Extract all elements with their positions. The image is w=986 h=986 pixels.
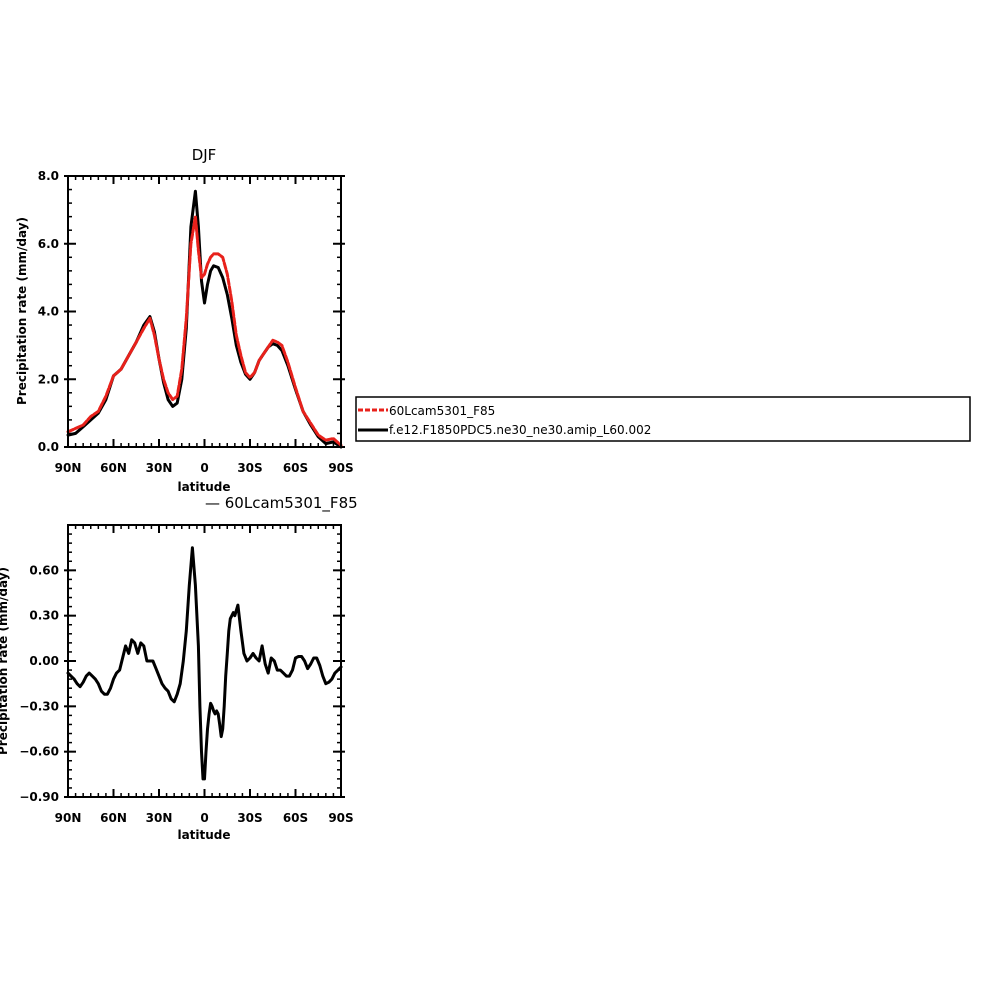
bottom-x-axis-label: latitude [177,828,230,842]
x-tick-label: 30N [146,811,173,825]
y-tick-label: 0.60 [29,563,59,577]
top-x-axis-label: latitude [177,480,230,494]
y-tick-label: −0.90 [19,790,59,804]
y-tick-label: 2.0 [38,372,59,386]
bottom-chart-title: — 60Lcam5301_F85 [205,494,358,513]
legend: 60Lcam5301_F85 f.e12.F1850PDC5.ne30_ne30… [355,396,971,442]
y-tick-label: 0.30 [29,609,59,623]
series-line-1 [66,546,343,781]
x-tick-label: 30N [146,461,173,475]
top-y-axis-label: Precipitation rate (mm/day) [15,217,29,405]
bottom-y-axis-label: Precipitation rate (mm/day) [0,567,10,755]
x-tick-label: 90S [328,811,353,825]
bottom-panel: — 60Lcam5301_F85 90N 60N 30N 0 30S 60S 90S −0.… [0,494,358,842]
y-tick-label: 0.0 [38,440,59,454]
top-plot-frame [67,175,342,448]
legend-entry-2: f.e12.F1850PDC5.ne30_ne30.amip_L60.002 [389,423,651,437]
y-tick-label: 4.0 [38,305,59,319]
x-tick-label: 90N [55,461,82,475]
top-panel: DJF 90N 60N 30N 0 30S 60S 90S 0.02.04.06.08.0 … [15,146,354,494]
bottom-plot-frame [67,524,342,798]
top-chart-title: DJF [192,146,217,164]
top-y-tick-labels: 0.0 2.0 4.0 6.0 8.0 [38,169,59,454]
y-tick-label: 0.00 [29,654,59,668]
x-tick-label: 0 [200,461,208,475]
bottom-y-tick-labels: −0.90 −0.60 −0.30 0.00 0.30 0.60 [19,563,59,804]
x-tick-label: 90N [55,811,82,825]
x-tick-label: 60N [100,811,127,825]
x-tick-label: 30S [237,811,262,825]
y-tick-label: 8.0 [38,169,59,183]
x-tick-label: 60S [283,811,308,825]
x-tick-label: 60S [283,461,308,475]
y-tick-label: −0.60 [19,745,59,759]
x-tick-label: 90S [328,461,353,475]
bottom-series-group [66,546,343,781]
top-x-tick-labels: 90N 60N 30N 0 30S 60S 90S [55,461,354,475]
y-tick-label: −0.30 [19,699,59,713]
legend-entry-1: 60Lcam5301_F85 [389,404,495,418]
y-tick-label: 6.0 [38,237,59,251]
legend-box [355,396,971,442]
top-series-group [66,189,343,449]
bottom-x-tick-labels: 90N 60N 30N 0 30S 60S 90S [55,811,354,825]
x-tick-label: 60N [100,461,127,475]
x-tick-label: 0 [200,811,208,825]
series-line-1 [66,215,343,447]
series-line-2 [66,189,343,449]
x-tick-label: 30S [237,461,262,475]
